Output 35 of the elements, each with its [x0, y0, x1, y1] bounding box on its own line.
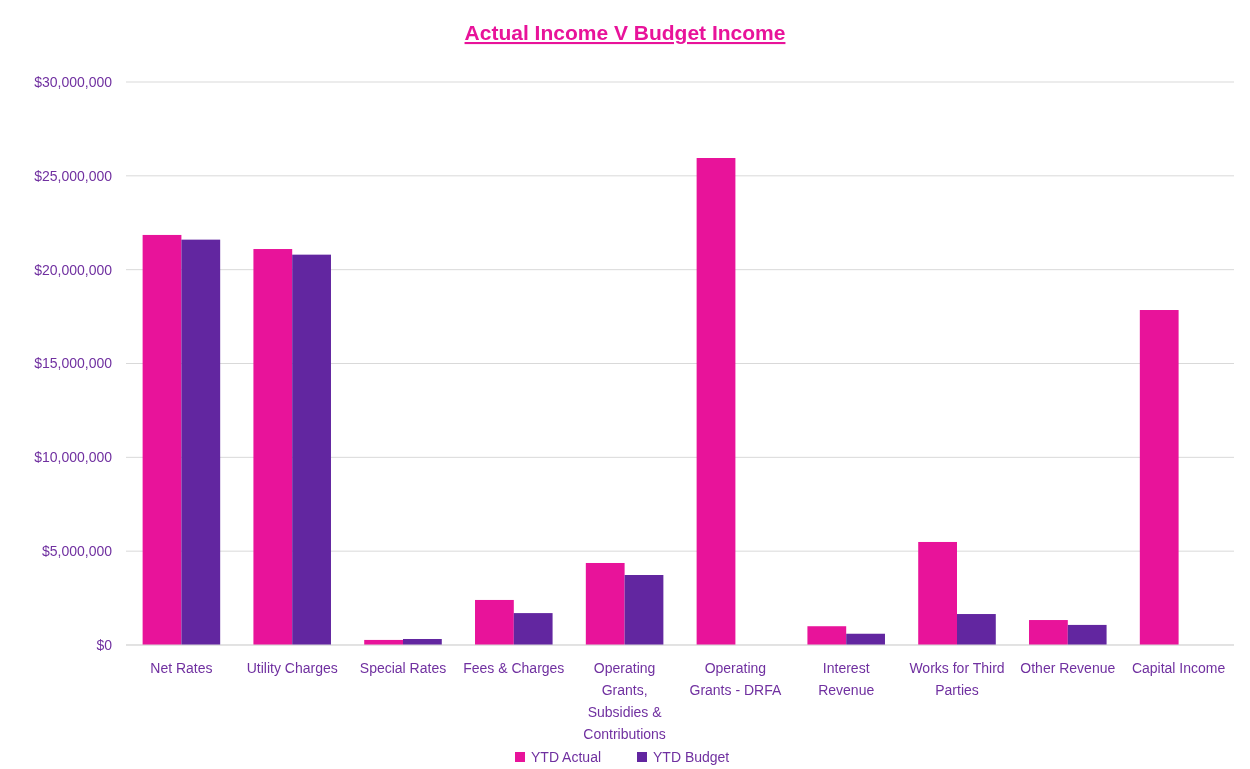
bar	[181, 239, 221, 645]
x-tick-label: Interest Revenue	[818, 660, 875, 698]
x-tick-label: Utility Charges	[246, 660, 338, 676]
bar	[475, 599, 514, 645]
chart-title: Actual Income V Budget Income	[464, 21, 786, 44]
bar	[585, 562, 625, 645]
x-tick-label: Operating Grants - DRFA	[689, 660, 782, 698]
legend-label: YTD Budget	[653, 749, 730, 765]
x-tick-label: Works for Third Parties	[909, 660, 1005, 698]
bar	[624, 575, 664, 645]
x-tick-label: Capital Income	[1131, 660, 1226, 676]
y-tick-label: $5,000,000	[41, 543, 113, 560]
x-tick-label: Special Rates	[359, 660, 447, 676]
y-tick-label: $20,000,000	[34, 261, 113, 278]
bar	[142, 234, 182, 645]
legend-label: YTD Actual	[531, 749, 602, 765]
bar	[1067, 624, 1107, 645]
bar	[1139, 310, 1179, 645]
bar	[807, 626, 847, 645]
bar	[292, 254, 331, 645]
y-tick-label: $10,000,000	[34, 449, 113, 466]
x-tick-label: Other Revenue	[1020, 660, 1116, 676]
bar	[918, 541, 957, 645]
y-tick-label: $15,000,000	[34, 355, 113, 372]
bar	[513, 613, 553, 645]
bar	[696, 158, 736, 645]
bar	[957, 614, 996, 645]
x-tick-label: Operating Grants, Subsidies & Contributions	[583, 660, 666, 742]
x-tick-label: Net Rates	[150, 660, 213, 676]
y-tick-label: $30,000,000	[34, 73, 113, 90]
y-tick-label: $25,000,000	[34, 167, 113, 184]
x-tick-label: Fees & Charges	[463, 660, 565, 676]
y-tick-label: $0	[96, 636, 113, 653]
bar	[253, 249, 293, 645]
bar	[1029, 620, 1068, 645]
